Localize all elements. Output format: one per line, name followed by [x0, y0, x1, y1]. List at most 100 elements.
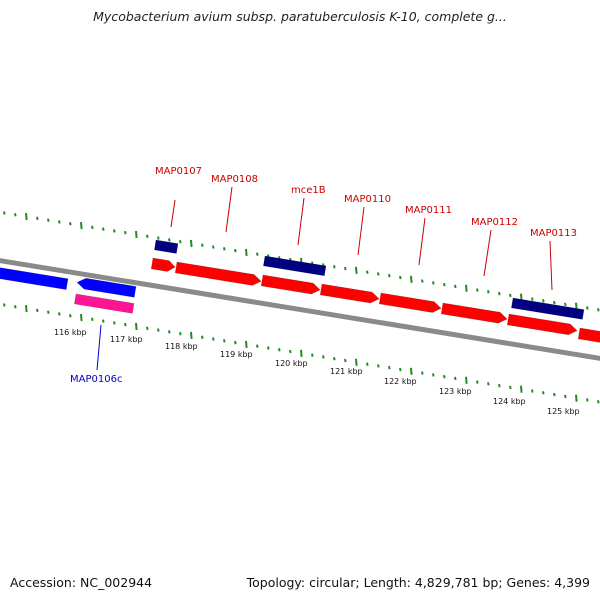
map-title: Mycobacterium avium subsp. paratuberculo…	[93, 9, 507, 24]
lower-ring-tick	[597, 400, 600, 404]
lower-ring-tick	[531, 389, 534, 393]
lower-ring-tick	[509, 385, 512, 390]
highlight-map0106c[interactable]	[74, 293, 135, 314]
scale-label-120kbp: 120 kbp	[275, 359, 308, 368]
upper-ring-tick	[465, 284, 468, 292]
gene-map0107[interactable]	[150, 257, 176, 273]
lower-ring-tick	[311, 353, 314, 357]
gene-map0106c[interactable]	[76, 277, 137, 298]
genome-backbone	[0, 258, 600, 361]
lower-ring-tick	[399, 367, 402, 372]
lower-ring-tick	[80, 313, 83, 322]
leader-map0112	[483, 229, 492, 277]
upper-ring-tick	[135, 230, 138, 239]
gene-reverse-partial[interactable]	[0, 265, 69, 290]
upper-tick-ring	[3, 211, 600, 312]
upper-ring-tick	[146, 234, 149, 238]
gene-map0110[interactable]	[319, 283, 380, 304]
lower-ring-tick	[322, 355, 325, 359]
gene-label-map0107[interactable]: MAP0107	[155, 166, 202, 177]
gene-label-map0111[interactable]: MAP0111	[405, 205, 452, 216]
lower-ring-tick	[245, 340, 248, 349]
lower-ring-tick	[300, 349, 303, 357]
highlight-map0113[interactable]	[511, 297, 585, 320]
lower-ring-tick	[234, 340, 237, 345]
lower-tick-ring	[3, 303, 600, 404]
lower-ring-tick	[454, 376, 457, 381]
upper-ring-tick	[25, 212, 28, 221]
lower-ring-tick	[289, 349, 292, 354]
scale-label-122kbp: 122 kbp	[384, 377, 417, 386]
leader-map0107	[170, 199, 176, 228]
lower-ring-tick	[58, 312, 61, 316]
gene-mce1b[interactable]	[260, 274, 321, 295]
upper-ring-tick	[344, 266, 347, 271]
lower-ring-tick	[91, 317, 94, 322]
gene-label-mce1b[interactable]: mce1B	[291, 185, 326, 196]
lower-ring-tick	[179, 331, 182, 336]
upper-ring-tick	[58, 220, 61, 224]
highlight-mce1b[interactable]	[263, 255, 327, 277]
lower-ring-tick	[14, 305, 17, 309]
lower-ring-tick	[201, 335, 204, 339]
upper-ring-tick	[47, 218, 50, 222]
upper-ring-tick	[531, 297, 534, 301]
gene-map0113[interactable]	[506, 313, 578, 336]
lower-ring-tick	[586, 398, 589, 402]
upper-ring-tick	[586, 306, 589, 310]
upper-ring-tick	[388, 274, 391, 278]
upper-ring-tick	[366, 270, 369, 274]
gene-labels: MAP0107 MAP0108 mce1B MAP0110 MAP0111 MA…	[70, 166, 577, 385]
lower-ring-tick	[157, 328, 160, 332]
upper-ring-tick	[421, 279, 424, 283]
leader-map0113	[549, 240, 553, 291]
gene-label-map0108[interactable]: MAP0108	[211, 174, 258, 185]
lower-ring-tick	[388, 366, 391, 370]
lower-ring-tick	[36, 308, 39, 313]
lower-ring-tick	[564, 394, 567, 399]
gene-label-map0113[interactable]: MAP0113	[530, 228, 577, 239]
lower-ring-tick	[278, 348, 281, 352]
gene-map0114-partial[interactable]	[577, 327, 600, 344]
gene-map0108[interactable]	[174, 261, 262, 287]
highlight-map0107[interactable]	[154, 239, 179, 254]
upper-ring-tick	[212, 245, 215, 249]
upper-ring-tick	[476, 288, 479, 292]
lower-ring-tick	[421, 371, 424, 375]
gene-label-map0110[interactable]: MAP0110	[344, 194, 391, 205]
upper-ring-tick	[377, 272, 380, 276]
gene-label-lines	[96, 186, 553, 371]
upper-ring-tick	[113, 229, 116, 233]
scale-label-121kbp: 121 kbp	[330, 367, 363, 376]
lower-ring-tick	[113, 321, 116, 325]
lower-ring-tick	[542, 391, 545, 395]
upper-ring-tick	[410, 275, 413, 283]
upper-ring-tick	[498, 291, 501, 296]
upper-ring-tick	[487, 290, 490, 294]
lower-ring-tick	[575, 394, 578, 402]
upper-ring-tick	[179, 239, 182, 244]
upper-ring-tick	[190, 239, 193, 248]
upper-ring-tick	[399, 275, 402, 280]
lower-ring-tick	[553, 392, 556, 397]
scale-labels: 116 kbp 117 kbp 118 kbp 119 kbp 120 kbp …	[54, 328, 580, 416]
upper-ring-tick	[509, 293, 512, 298]
lower-ring-tick	[168, 330, 171, 334]
lower-ring-tick	[520, 385, 523, 393]
scale-label-123kbp: 123 kbp	[439, 387, 472, 396]
lower-ring-tick	[432, 373, 435, 377]
upper-ring-tick	[564, 302, 567, 307]
gene-label-map0112[interactable]: MAP0112	[471, 217, 518, 228]
lower-ring-tick	[47, 310, 50, 314]
leader-map0111	[418, 217, 426, 266]
gene-label-map0106c[interactable]: MAP0106c	[70, 374, 122, 385]
lower-ring-tick	[212, 337, 215, 341]
lower-ring-tick	[223, 339, 226, 343]
upper-ring-tick	[542, 299, 545, 303]
lower-ring-tick	[102, 319, 105, 323]
upper-ring-tick	[80, 221, 83, 230]
lower-ring-tick	[256, 344, 259, 348]
gene-map0111[interactable]	[378, 292, 442, 314]
gene-map0112[interactable]	[440, 302, 508, 324]
upper-ring-tick	[157, 236, 160, 240]
